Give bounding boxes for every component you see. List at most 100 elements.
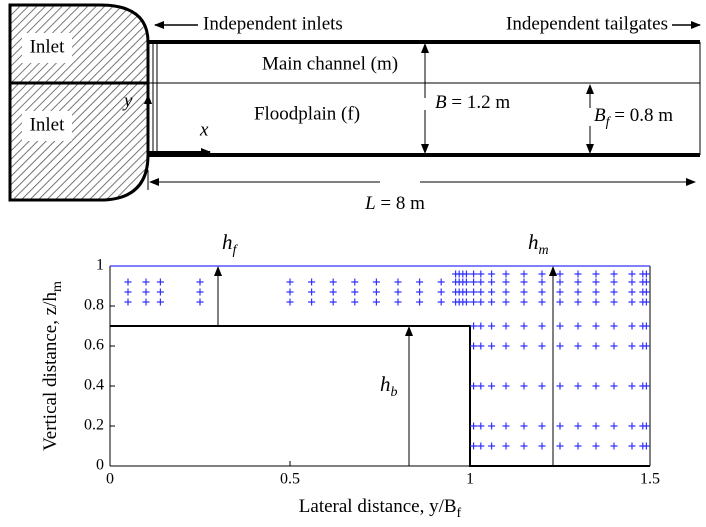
- measurement-point: [574, 270, 582, 278]
- measurement-point: [488, 298, 496, 306]
- measurement-point: [574, 382, 582, 390]
- measurement-point: [520, 442, 528, 450]
- measurement-point: [628, 322, 636, 330]
- measurement-point: [470, 288, 478, 296]
- measurement-point: [416, 278, 424, 286]
- measurement-point: [592, 288, 600, 296]
- measurement-point: [642, 270, 650, 278]
- measurement-point: [477, 270, 485, 278]
- subscript: f: [457, 506, 462, 521]
- measurement-point: [462, 288, 470, 296]
- measurement-point: [462, 270, 470, 278]
- y-tick-label: 1: [96, 257, 104, 274]
- measurement-point: [124, 278, 132, 286]
- axis-label: x: [199, 119, 209, 140]
- y-axis-label: Vertical distance, z/hm: [40, 281, 65, 451]
- measurement-point: [437, 298, 445, 306]
- dimension-label: Bf = 0.8 m: [594, 105, 673, 130]
- measurement-point: [124, 298, 132, 306]
- subscript: b: [391, 385, 398, 400]
- measurement-point: [394, 298, 402, 306]
- x-tick-label: 1: [466, 471, 474, 488]
- measurement-point: [488, 322, 496, 330]
- measurement-point: [156, 288, 164, 296]
- measurement-point: [329, 278, 337, 286]
- annotation: hm: [528, 230, 549, 258]
- measurement-point: [520, 382, 528, 390]
- measurement-point: [574, 298, 582, 306]
- inlet-label: Inlet: [30, 114, 66, 135]
- flume-schematic: Inlet Inlet Independent inlets Independe…: [8, 3, 701, 214]
- measurement-point: [437, 278, 445, 286]
- measurement-point: [628, 288, 636, 296]
- measurement-point: [416, 288, 424, 296]
- measurement-point: [329, 298, 337, 306]
- y-tick-label: 0.4: [84, 377, 104, 394]
- measurement-point: [642, 442, 650, 450]
- measurement-point: [610, 278, 618, 286]
- measurement-point: [372, 298, 380, 306]
- text: Lateral distance, y/B: [299, 496, 457, 517]
- measurement-point: [520, 422, 528, 430]
- measurement-point: [610, 322, 618, 330]
- measurement-point: [470, 442, 478, 450]
- measurement-point: [502, 382, 510, 390]
- measurement-point: [574, 288, 582, 296]
- y-tick-label: 0: [96, 457, 104, 474]
- label: Main channel (m): [262, 53, 398, 74]
- measurement-point: [556, 270, 564, 278]
- measurement-point: [351, 278, 359, 286]
- measurement-point: [592, 382, 600, 390]
- measurement-point: [538, 278, 546, 286]
- measurement-point: [308, 298, 316, 306]
- measurement-point: [477, 422, 485, 430]
- measurement-point: [538, 442, 546, 450]
- text: = 1.2 m: [447, 92, 511, 113]
- annotation: hb: [380, 372, 398, 400]
- symbol: B: [594, 105, 606, 126]
- measurement-point: [502, 442, 510, 450]
- measurement-point: [372, 278, 380, 286]
- measurement-point: [520, 298, 528, 306]
- measurement-point: [610, 298, 618, 306]
- symbol: h: [222, 230, 233, 254]
- measurement-point: [556, 342, 564, 350]
- measurement-point: [502, 322, 510, 330]
- text: = 8 m: [376, 193, 425, 214]
- measurement-point: [196, 278, 204, 286]
- measurement-point: [477, 322, 485, 330]
- measurement-point: [502, 422, 510, 430]
- measurement-point: [592, 442, 600, 450]
- measurement-point: [628, 298, 636, 306]
- measurement-point: [538, 382, 546, 390]
- measurement-point: [642, 322, 650, 330]
- measurement-point: [142, 288, 150, 296]
- subscript: m: [50, 281, 65, 292]
- measurement-point: [156, 278, 164, 286]
- measurement-point: [372, 288, 380, 296]
- measurement-point: [502, 342, 510, 350]
- measurement-point: [470, 278, 478, 286]
- measurement-point: [538, 322, 546, 330]
- measurement-point: [574, 442, 582, 450]
- measurement-point: [556, 278, 564, 286]
- y-tick-label: 0.8: [84, 297, 104, 314]
- measurement-point: [351, 298, 359, 306]
- symbol: L: [364, 193, 376, 214]
- measurement-point: [477, 278, 485, 286]
- measurement-point: [520, 288, 528, 296]
- measurement-point: [642, 278, 650, 286]
- measurement-point: [556, 442, 564, 450]
- measurement-point: [142, 278, 150, 286]
- measurement-point: [538, 270, 546, 278]
- x-tick-label: 0: [106, 471, 114, 488]
- measurement-point: [394, 288, 402, 296]
- dimension-label: B = 1.2 m: [435, 92, 510, 113]
- measurement-point: [592, 298, 600, 306]
- measurement-point: [520, 278, 528, 286]
- measurement-point: [502, 288, 510, 296]
- measurement-point: [592, 278, 600, 286]
- measurement-point: [142, 298, 150, 306]
- label: Independent inlets: [203, 13, 343, 34]
- measurement-point: [470, 298, 478, 306]
